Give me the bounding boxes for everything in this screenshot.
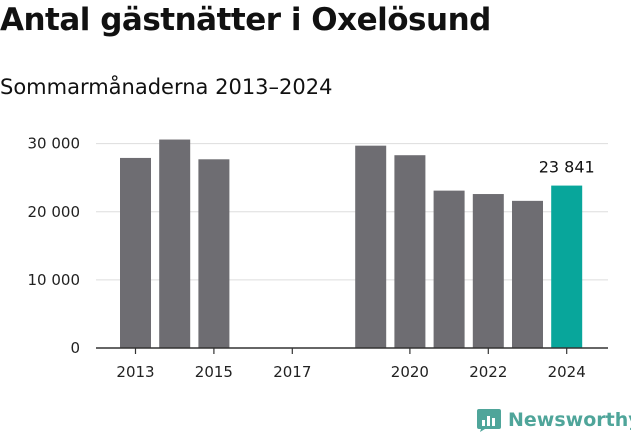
bar-2022 <box>472 194 504 348</box>
brand-logo[interactable]: Newsworthy <box>476 407 631 433</box>
x-tick-label: 2024 <box>548 363 586 381</box>
bar-2023 <box>512 200 543 348</box>
bar-2014 <box>159 139 191 348</box>
x-tick-label: 2020 <box>391 363 429 381</box>
bar-2021 <box>433 190 465 348</box>
brand-name: Newsworthy <box>508 409 631 431</box>
chart-title: Antal gästnätter i Oxelösund <box>0 2 491 38</box>
newsworthy-logo-icon <box>477 409 501 432</box>
bar-2024 <box>551 185 583 348</box>
chart-subtitle: Sommarmånaderna 2013–2024 <box>0 75 333 99</box>
y-tick-label: 30 000 <box>28 135 81 153</box>
data-label: 23 841 <box>539 158 595 177</box>
x-tick-label: 2017 <box>273 363 311 381</box>
y-tick-label: 10 000 <box>28 271 81 289</box>
bar-2020 <box>394 155 426 348</box>
x-tick-label: 2013 <box>116 363 154 381</box>
bar-2015 <box>198 159 230 348</box>
bar-2019 <box>355 145 387 348</box>
bar-2013 <box>120 157 151 348</box>
x-tick-label: 2022 <box>469 363 507 381</box>
y-tick-label: 20 000 <box>28 203 81 221</box>
y-tick-label: 0 <box>70 339 80 357</box>
x-tick-label: 2015 <box>195 363 233 381</box>
